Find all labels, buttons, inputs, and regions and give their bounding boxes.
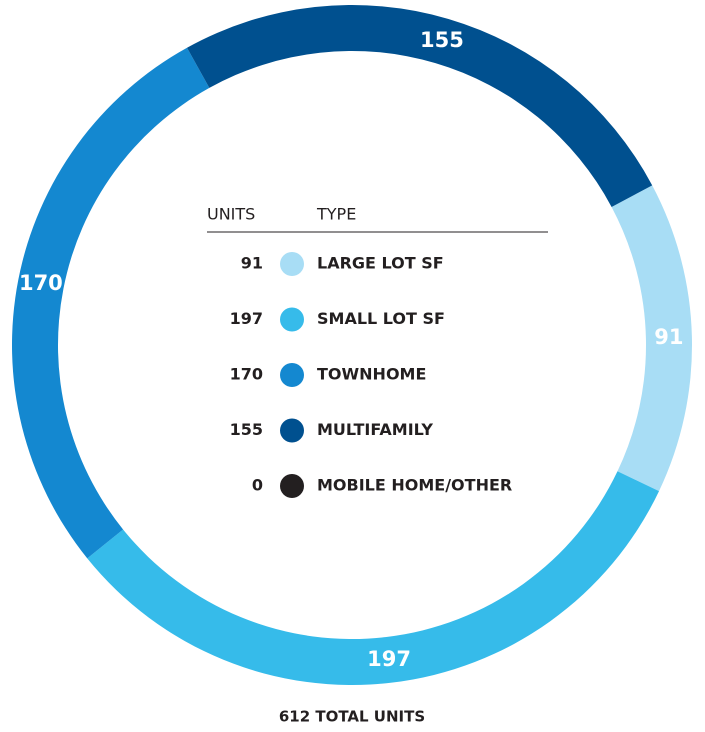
segment-label: 197 <box>367 647 411 671</box>
segment-label: 155 <box>420 28 464 52</box>
legend-value: 197 <box>230 309 263 328</box>
legend-value: 0 <box>252 476 263 495</box>
donut-segment <box>11 47 210 559</box>
legend-swatch <box>280 474 304 498</box>
donut-segment <box>611 185 692 492</box>
legend-value: 91 <box>241 254 263 273</box>
legend-value: 170 <box>230 365 263 384</box>
segment-label: 170 <box>19 271 63 295</box>
legend-swatch <box>280 363 304 387</box>
legend-value: 155 <box>230 420 263 439</box>
legend-label: TOWNHOME <box>317 365 426 384</box>
legend-swatch <box>280 418 304 443</box>
legend-label: MULTIFAMILY <box>317 420 433 439</box>
legend-swatch <box>280 252 304 276</box>
legend-header: TYPE <box>316 205 356 224</box>
legend-label: SMALL LOT SF <box>317 309 445 328</box>
legend-label: MOBILE HOME/OTHER <box>317 476 512 495</box>
segment-label: 91 <box>654 325 683 349</box>
legend-label: LARGE LOT SF <box>317 254 444 273</box>
legend-swatch <box>280 307 304 332</box>
donut-segment <box>87 471 660 685</box>
donut-segment <box>187 4 653 207</box>
total-label: 612 TOTAL UNITS <box>279 708 425 726</box>
legend-header: UNITS <box>207 205 255 224</box>
